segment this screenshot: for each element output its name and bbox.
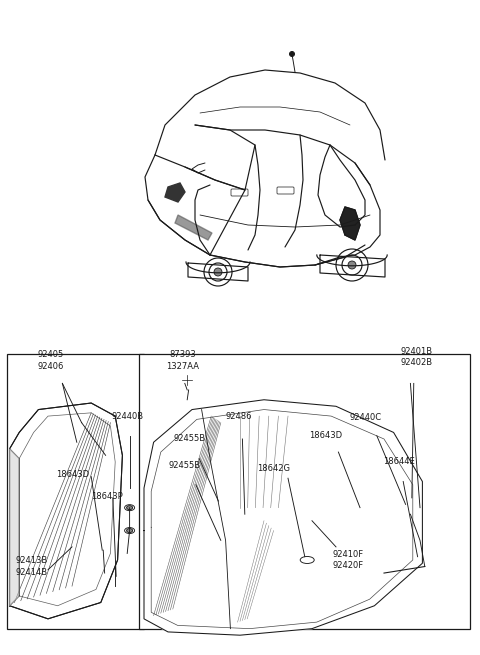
Ellipse shape [127,529,132,533]
Text: 92410F
92420F: 92410F 92420F [333,550,364,570]
Text: 18643D: 18643D [309,431,342,440]
Polygon shape [175,215,212,240]
Bar [139,354,470,629]
FancyBboxPatch shape [277,187,294,194]
Circle shape [413,533,427,548]
Circle shape [214,519,223,529]
Text: 92440C: 92440C [350,413,382,422]
Circle shape [416,536,424,544]
Circle shape [289,52,295,56]
Text: 92405
92406: 92405 92406 [37,350,63,371]
Circle shape [216,542,226,552]
Circle shape [216,521,221,527]
Circle shape [421,563,429,571]
Text: 92486: 92486 [226,411,252,421]
Text: 18643P: 18643P [91,492,122,500]
Bar [7,354,144,629]
Text: 92413B
92414B: 92413B 92414B [15,557,48,576]
Circle shape [214,268,222,276]
Circle shape [348,261,356,269]
Ellipse shape [127,506,132,510]
Polygon shape [10,403,122,619]
Circle shape [218,544,223,550]
Circle shape [300,557,305,563]
Text: 18642G: 18642G [257,464,290,473]
Circle shape [418,559,432,574]
Text: 87393
1327AA: 87393 1327AA [166,350,199,371]
Text: 18643D: 18643D [56,470,90,479]
FancyBboxPatch shape [231,189,248,196]
Polygon shape [10,449,19,606]
Circle shape [182,375,192,385]
Text: 92455B: 92455B [174,434,205,443]
Circle shape [407,510,414,518]
Polygon shape [144,400,422,635]
Circle shape [419,539,421,542]
Polygon shape [340,207,360,240]
Text: 18644E: 18644E [384,457,415,466]
Circle shape [403,507,418,521]
Text: 92401B
92402B: 92401B 92402B [401,347,432,367]
Text: 92455B: 92455B [169,460,201,470]
Circle shape [409,513,412,515]
Polygon shape [165,183,185,202]
Circle shape [423,565,426,568]
Text: 92440B: 92440B [111,411,143,421]
